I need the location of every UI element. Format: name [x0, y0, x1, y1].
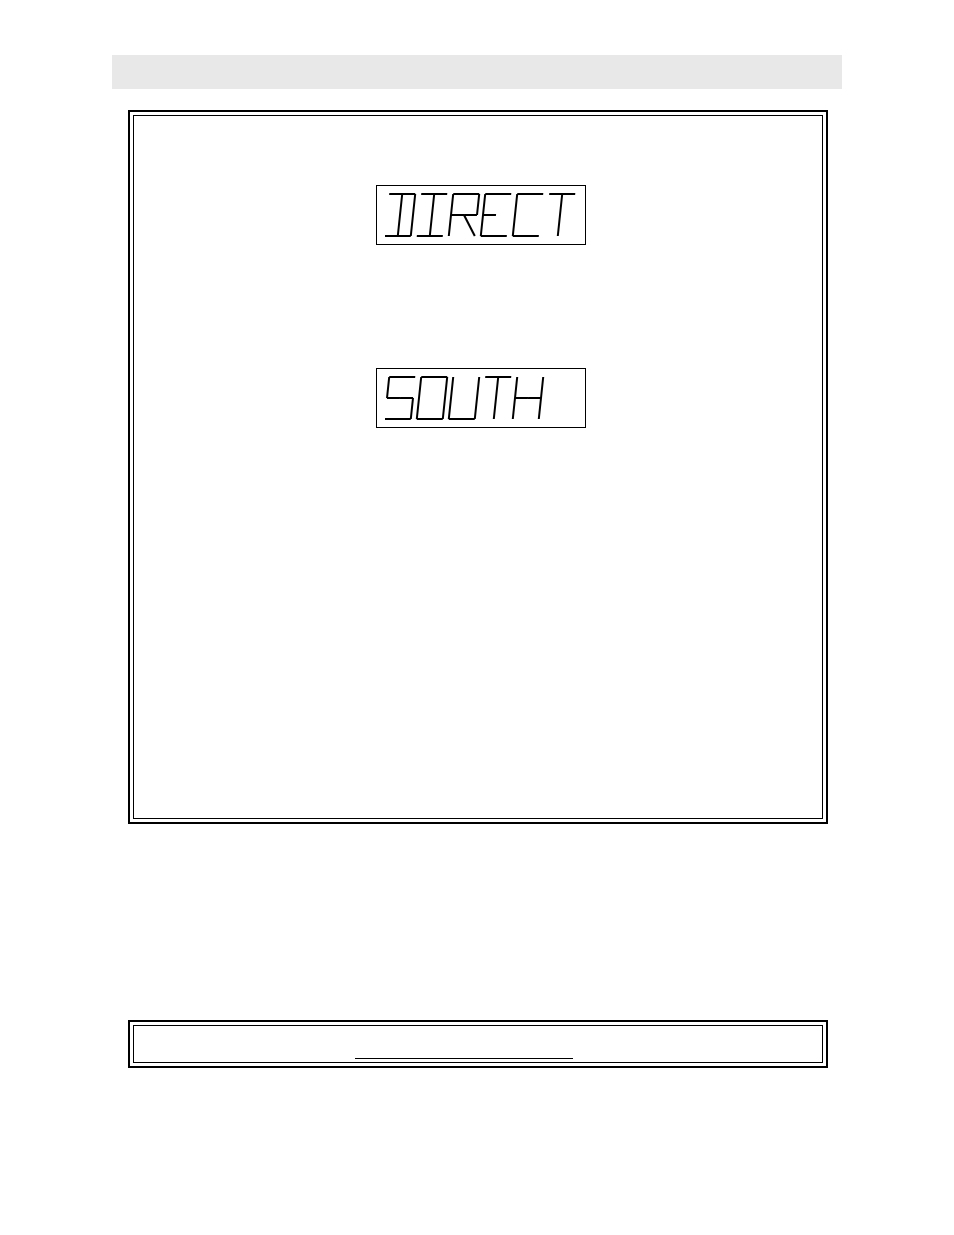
lcd-display-direct	[376, 185, 586, 245]
slim-double-box	[128, 1020, 828, 1068]
lcd-direct-svg	[385, 191, 577, 239]
slim-box-underline	[355, 1058, 573, 1059]
lcd-display-south	[376, 368, 586, 428]
lcd-south-svg	[385, 374, 577, 422]
header-band	[112, 55, 842, 89]
page	[0, 0, 954, 1235]
